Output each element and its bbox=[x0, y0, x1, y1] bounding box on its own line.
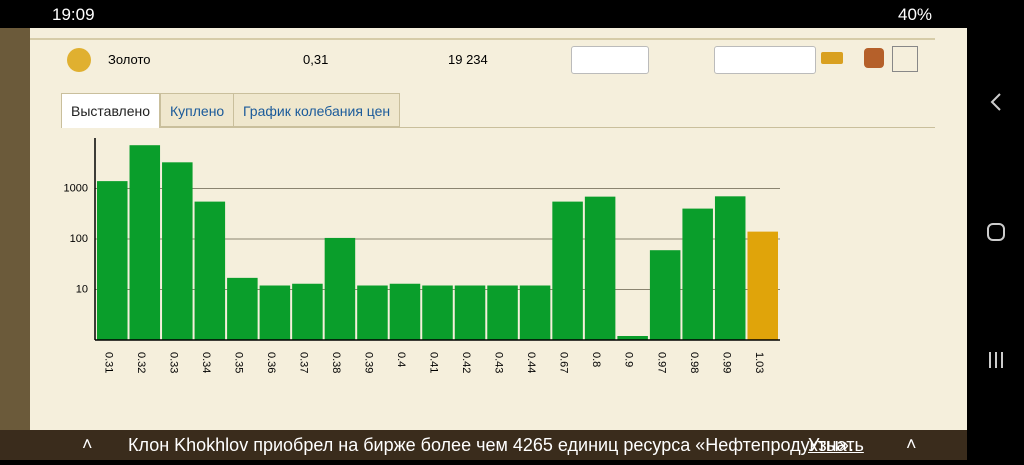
resource-amount: 19 234 bbox=[448, 52, 488, 67]
clock: 19:09 bbox=[52, 5, 95, 24]
bar bbox=[162, 162, 193, 340]
bar bbox=[194, 201, 226, 340]
news-link[interactable]: Узнать bbox=[808, 435, 864, 455]
y-tick-label: 100 bbox=[70, 233, 88, 245]
x-tick-label: 0.36 bbox=[265, 352, 277, 373]
tab[interactable]: График колебания цен bbox=[233, 93, 401, 127]
bar bbox=[357, 285, 388, 340]
chart: 10 100 1000 0.31 0.32 0.33 0.34 0.35 0.36 0.37 0.3… bbox=[64, 138, 780, 373]
x-tick-label: 0.42 bbox=[460, 352, 472, 373]
x-tick-label: 0.8 bbox=[590, 352, 602, 367]
bar bbox=[617, 336, 648, 340]
y-tick-label: 1000 bbox=[64, 182, 88, 194]
background bbox=[0, 28, 30, 430]
x-tick-label: 0.97 bbox=[655, 352, 667, 373]
x-tick-label: 0.38 bbox=[330, 352, 342, 373]
bar bbox=[454, 285, 486, 340]
bar bbox=[519, 285, 551, 340]
x-tick-label: 0.31 bbox=[102, 352, 114, 373]
bar bbox=[129, 145, 161, 340]
tab-line bbox=[160, 127, 935, 128]
price-input[interactable] bbox=[571, 46, 649, 74]
tab[interactable]: Выставлено bbox=[61, 93, 161, 128]
bar bbox=[227, 277, 258, 340]
x-tick-label: 0.35 bbox=[232, 352, 244, 373]
x-tick-label: 0.34 bbox=[200, 352, 212, 373]
bar bbox=[422, 285, 453, 340]
nav-icons bbox=[987, 93, 1005, 368]
y-tick-label: 10 bbox=[76, 283, 88, 295]
bar bbox=[682, 208, 713, 340]
nav-bar bbox=[967, 0, 1024, 460]
bar bbox=[259, 285, 291, 340]
bar bbox=[487, 285, 518, 340]
bar bbox=[292, 283, 323, 340]
divider bbox=[30, 38, 935, 40]
battery: 40% bbox=[898, 5, 933, 24]
x-tick-label: 0.33 bbox=[167, 352, 179, 373]
bar bbox=[747, 231, 778, 340]
resource-price: 0,31 bbox=[303, 52, 329, 67]
bar bbox=[389, 283, 421, 340]
bar bbox=[97, 181, 128, 340]
x-tick-label: 0.44 bbox=[525, 352, 537, 373]
expand-button[interactable]: ˄ bbox=[906, 434, 917, 454]
back-button[interactable] bbox=[990, 93, 1001, 111]
chart-button[interactable] bbox=[892, 46, 918, 72]
resource-name: Золото bbox=[108, 52, 151, 67]
bar bbox=[324, 237, 356, 340]
bar bbox=[649, 250, 681, 340]
x-tick-label: 0.39 bbox=[363, 352, 375, 373]
home-button[interactable] bbox=[987, 223, 1005, 241]
sell-button[interactable] bbox=[864, 48, 884, 68]
bar bbox=[584, 196, 616, 340]
x-tick-label: 0.9 bbox=[623, 352, 635, 367]
x-tick-label: 0.99 bbox=[720, 352, 732, 373]
amount-input[interactable] bbox=[714, 46, 816, 74]
x-tick-label: 0.41 bbox=[428, 352, 440, 373]
x-tick-label: 1.03 bbox=[753, 352, 765, 373]
gold-icon bbox=[67, 48, 91, 72]
tab[interactable]: Куплено bbox=[160, 93, 235, 127]
news-bar: ˄ Клон Khokhlov приобрел на бирже более … bbox=[0, 430, 967, 460]
x-tick-label: 0.32 bbox=[135, 352, 147, 373]
x-tick-label: 0.37 bbox=[297, 352, 309, 373]
x-tick-label: 0.43 bbox=[493, 352, 505, 373]
x-tick-label: 0.4 bbox=[395, 352, 407, 367]
news-text: Клон Khokhlov приобрел на бирже более че… bbox=[128, 435, 854, 455]
buy-button[interactable] bbox=[821, 52, 843, 64]
status-bar: 19:09 40% bbox=[0, 0, 967, 28]
collapse-button[interactable]: ˄ bbox=[82, 434, 93, 454]
x-tick-label: 0.98 bbox=[688, 352, 700, 373]
recents-button[interactable] bbox=[989, 352, 1003, 368]
bar bbox=[714, 196, 746, 340]
bar bbox=[552, 201, 583, 340]
x-tick-label: 0.67 bbox=[558, 352, 570, 373]
